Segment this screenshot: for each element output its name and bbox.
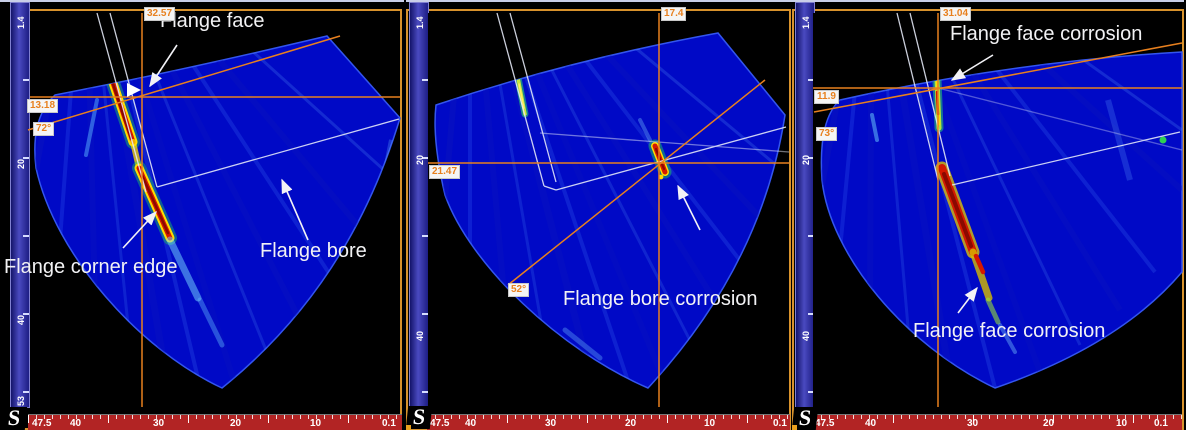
distance-ruler-label: 47.5 xyxy=(32,418,52,429)
measurement-cursors[interactable] xyxy=(27,13,400,407)
distance-ruler-label: 10 xyxy=(1116,418,1128,429)
scan-panel-1: 1.4 20 40 53 47.5 40 30 20 10 0.1 S 32.5… xyxy=(0,0,404,430)
logo-corner-mark xyxy=(406,425,411,430)
angle-cursor-line[interactable] xyxy=(813,42,1183,113)
depth-cursor-value[interactable]: 13.18 xyxy=(27,99,59,113)
distance-ruler-label: 47.5 xyxy=(815,418,835,429)
flange-face-arrow-icon xyxy=(149,44,178,88)
scan-cursor-value[interactable]: 32.57 xyxy=(144,7,176,21)
scan-panel-2: 1.4 20 40 53 47.5 40 30 20 10 0.1 S 17.4… xyxy=(405,0,791,430)
angle-cursor-value[interactable]: 73° xyxy=(816,127,838,141)
panel-border-right xyxy=(1182,9,1184,430)
angle-cursor-value[interactable]: 52° xyxy=(508,283,530,297)
scan-cursor-value[interactable]: 17.4 xyxy=(661,7,687,21)
hot-indications xyxy=(514,74,672,361)
annotation-arrows xyxy=(122,44,309,249)
panel-border-left xyxy=(792,9,794,430)
angle-cursor-line[interactable] xyxy=(507,79,766,286)
depth-ruler: 1.4 20 40 53 xyxy=(10,2,30,408)
depth-ruler-ticks xyxy=(422,3,428,425)
distance-ruler-ticks xyxy=(427,415,790,424)
bore-corrosion-arrow-icon xyxy=(677,184,701,231)
annotation-flange-bore: Flange bore xyxy=(260,240,367,262)
panel-border-right xyxy=(789,9,791,430)
distance-ruler-label: 30 xyxy=(153,418,165,429)
distance-ruler-label: 30 xyxy=(967,418,979,429)
distance-ruler-label: 40 xyxy=(865,418,877,429)
distance-ruler-label: 20 xyxy=(1043,418,1055,429)
sector-scan-view-1[interactable] xyxy=(0,0,404,430)
measurement-cursors[interactable] xyxy=(428,13,789,407)
annotation-arrows xyxy=(677,184,701,231)
sector-image xyxy=(434,32,786,389)
distance-ruler-label: 10 xyxy=(310,418,322,429)
distance-ruler-label: 30 xyxy=(545,418,557,429)
panel-border-top xyxy=(24,9,402,11)
panel-top-highlight xyxy=(0,0,404,2)
depth-ruler-ticks xyxy=(23,3,29,407)
face-corrosion-top-arrow-icon xyxy=(950,54,994,81)
panel-top-highlight xyxy=(406,0,791,2)
gate-lines xyxy=(496,12,790,191)
depth-cursor-value[interactable]: 11.9 xyxy=(814,90,839,104)
annotation-flange-bore-corrosion: Flange bore corrosion xyxy=(563,288,758,310)
scan-panel-3: 1.4 20 40 53 47.5 40 30 20 10 0.1 S 31.0… xyxy=(791,0,1186,430)
face-corrosion-bottom-arrow-icon xyxy=(957,286,978,314)
annotation-flange-corner-edge: Flange corner edge xyxy=(4,256,178,278)
distance-ruler-label: 47.5 xyxy=(430,418,450,429)
measurement-cursors[interactable] xyxy=(813,13,1183,407)
logo-corner-mark xyxy=(792,425,797,430)
distance-ruler-label: 40 xyxy=(465,418,477,429)
distance-ruler-label: 10 xyxy=(704,418,716,429)
annotation-flange-face-corrosion-top: Flange face corrosion xyxy=(950,23,1143,45)
cursor-marker-icon xyxy=(127,83,141,97)
distance-ruler: 47.5 40 30 20 10 0.1 xyxy=(28,414,402,430)
panel-border-left xyxy=(406,9,408,430)
distance-ruler-ticks xyxy=(28,415,402,424)
distance-ruler-label: 20 xyxy=(625,418,637,429)
distance-ruler-label: 0.1 xyxy=(1154,418,1168,429)
flange-corner-arrow-icon xyxy=(122,210,157,249)
distance-ruler-label: 40 xyxy=(70,418,82,429)
distance-ruler-label: 0.1 xyxy=(382,418,396,429)
angle-cursor-line[interactable] xyxy=(27,35,341,131)
panel-border-top xyxy=(406,9,791,11)
annotation-arrows xyxy=(950,54,994,314)
sector-scan-view-3[interactable] xyxy=(791,0,1186,430)
sector-scan-view-2[interactable] xyxy=(406,0,791,430)
distance-ruler-label: 20 xyxy=(230,418,242,429)
distance-ruler-label: 0.1 xyxy=(773,418,787,429)
panel-border-top xyxy=(792,9,1184,11)
depth-cursor-value[interactable]: 21.47 xyxy=(429,165,461,179)
panel-top-highlight xyxy=(791,0,1184,2)
gate-lines xyxy=(896,12,1183,186)
flange-bore-arrow-icon xyxy=(281,178,309,241)
hot-indications xyxy=(84,61,225,348)
distance-ruler: 47.5 40 30 20 10 0.1 xyxy=(813,414,1182,430)
annotation-flange-face-corrosion-bottom: Flange face corrosion xyxy=(913,320,1106,342)
angle-cursor-value[interactable]: 72° xyxy=(33,122,55,136)
distance-ruler-ticks xyxy=(813,415,1182,424)
distance-ruler: 47.5 40 30 20 10 0.1 xyxy=(427,414,790,430)
annotation-flange-face: Flange face xyxy=(160,10,265,32)
depth-ruler-ticks xyxy=(808,3,814,425)
scan-cursor-value[interactable]: 31.04 xyxy=(940,7,972,21)
panel-border-right xyxy=(400,9,402,430)
